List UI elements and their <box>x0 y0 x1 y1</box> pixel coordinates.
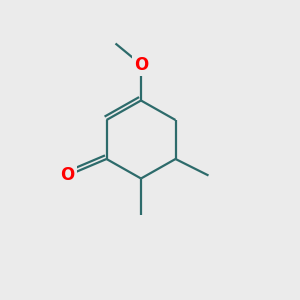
Text: O: O <box>134 56 148 74</box>
Text: O: O <box>60 167 75 184</box>
